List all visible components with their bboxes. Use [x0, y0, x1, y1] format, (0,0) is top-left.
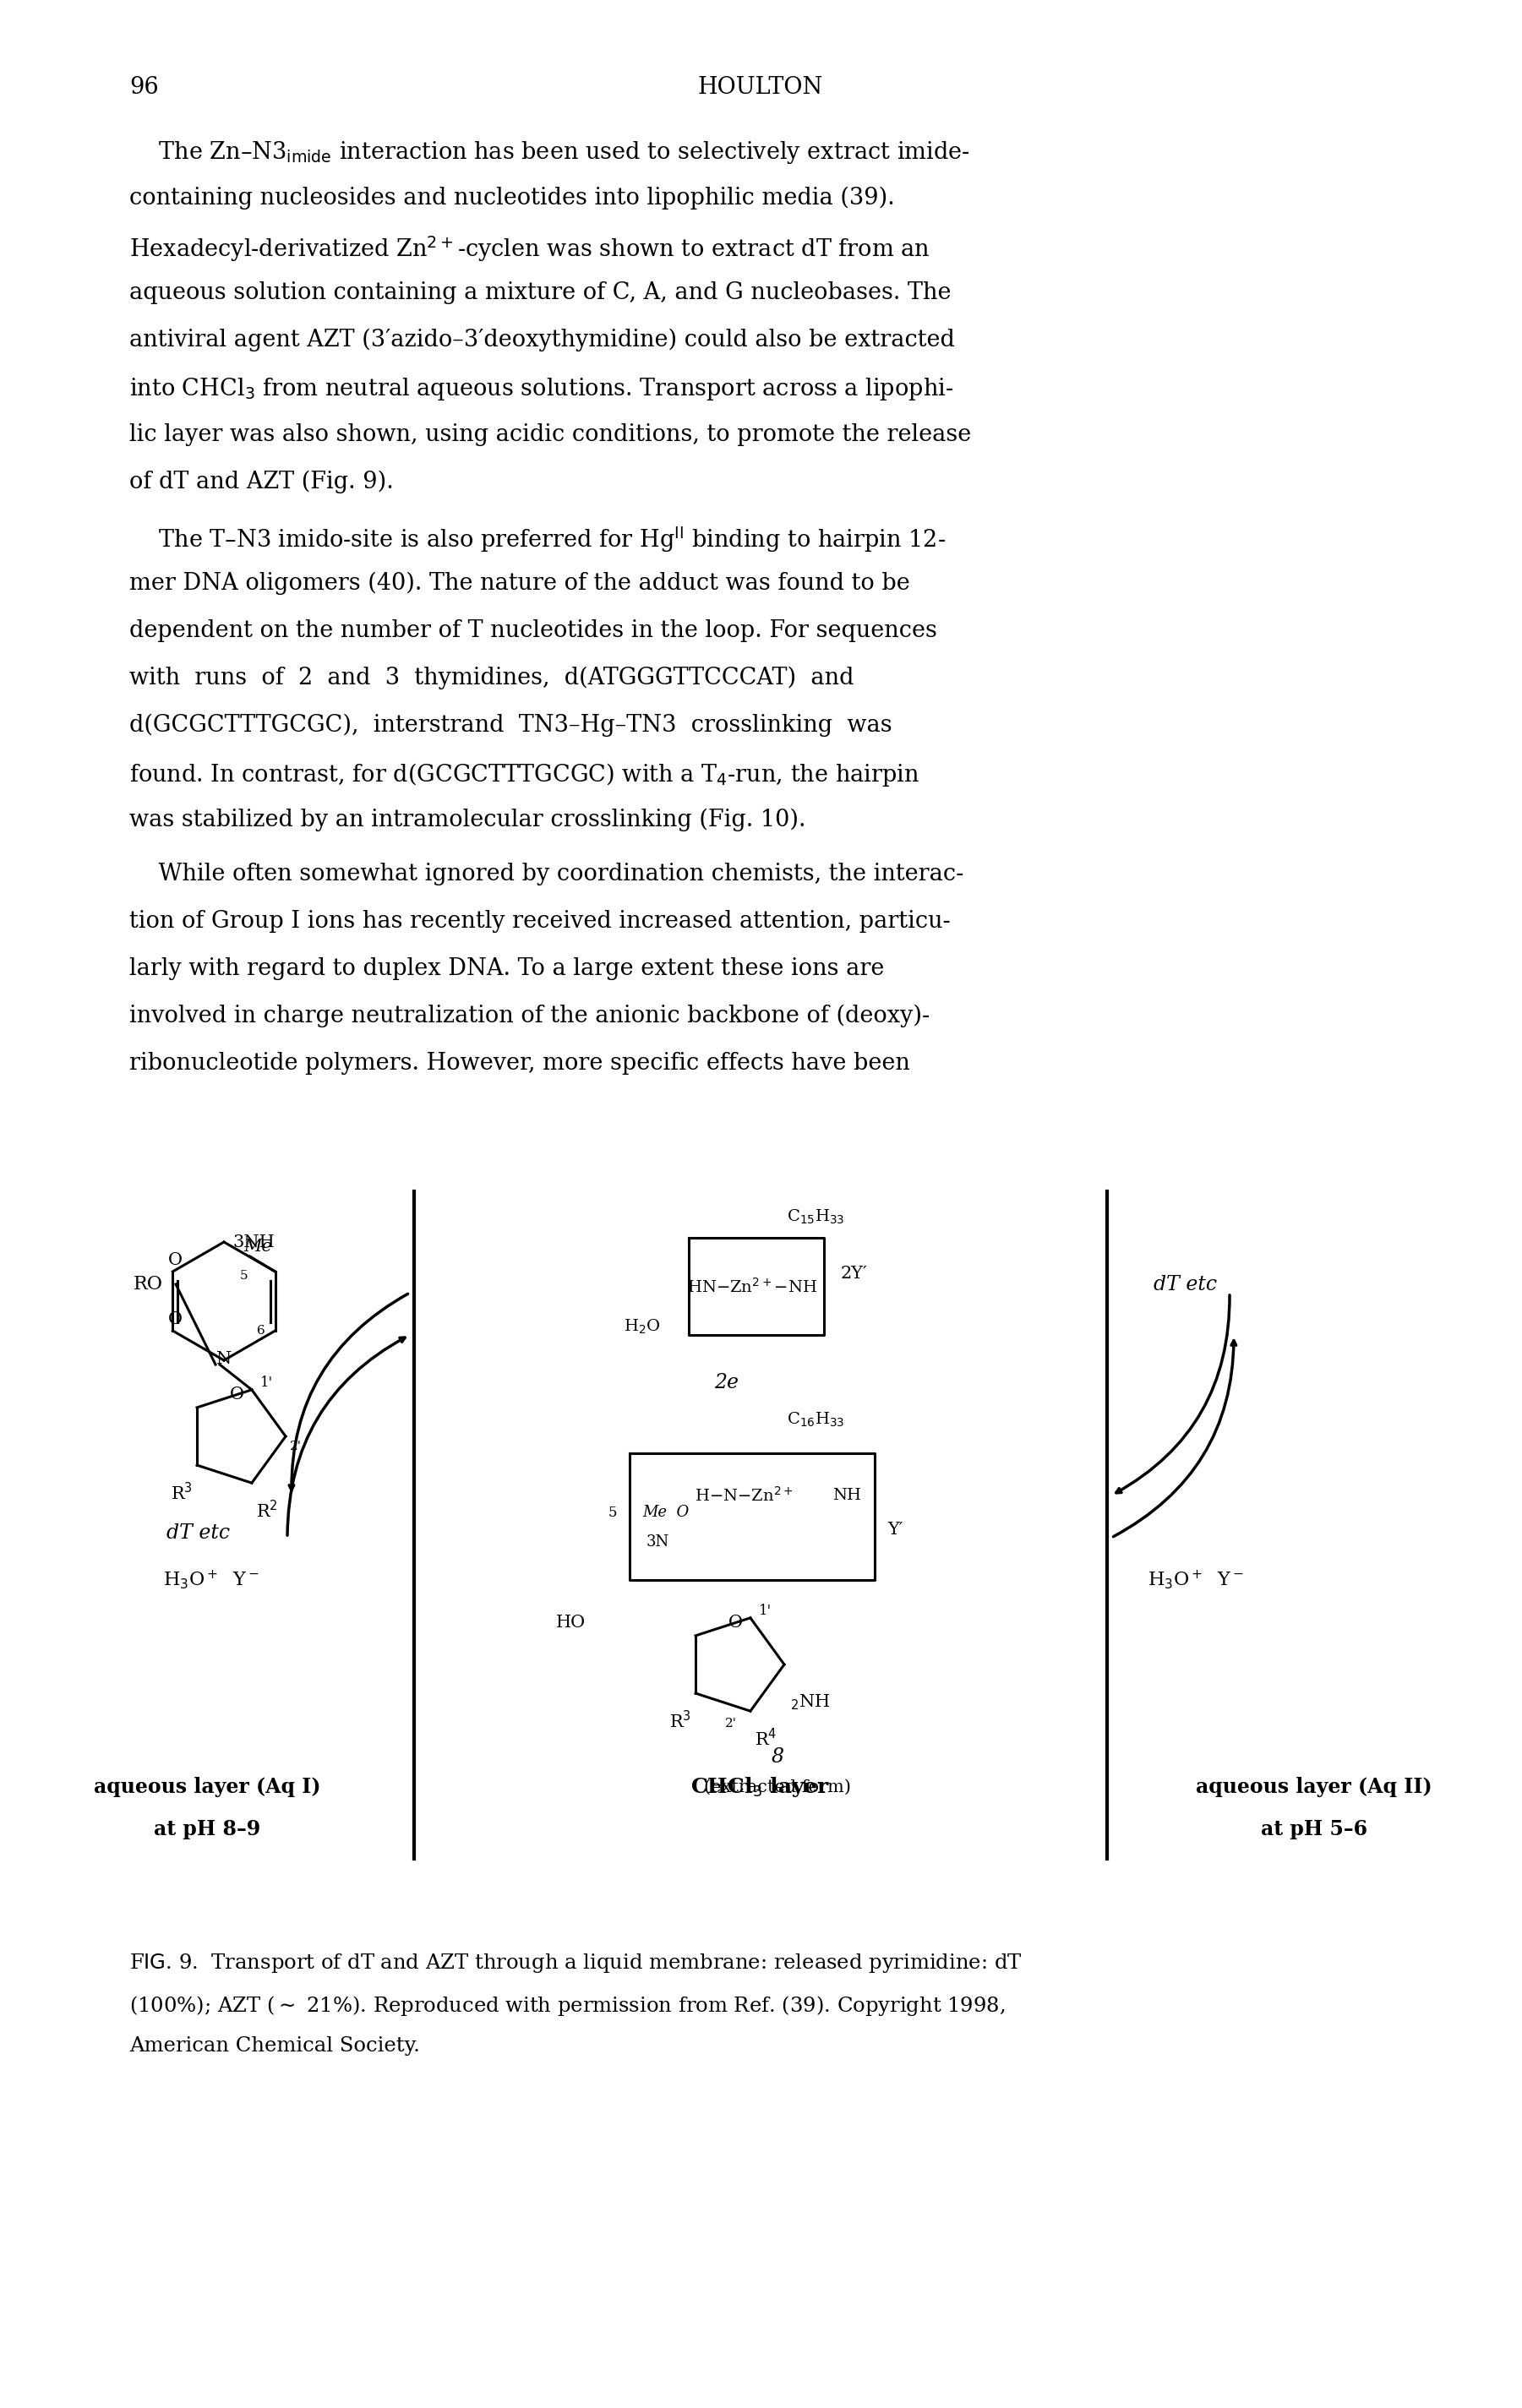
- Text: aqueous solution containing a mixture of C, A, and G nucleobases. The: aqueous solution containing a mixture of…: [129, 282, 951, 303]
- Text: into CHCl$_3$ from neutral aqueous solutions. Transport across a lipophi-: into CHCl$_3$ from neutral aqueous solut…: [129, 376, 953, 402]
- Text: The T–N3 imido-site is also preferred for Hg$^{\rm II}$ binding to hairpin 12-: The T–N3 imido-site is also preferred fo…: [129, 525, 945, 554]
- Text: H$_3$O$^+$  Y$^-$: H$_3$O$^+$ Y$^-$: [1148, 1568, 1243, 1592]
- Text: O: O: [230, 1387, 244, 1401]
- Text: 2Y′: 2Y′: [840, 1267, 868, 1281]
- Text: The Zn–N3$_{\rm imide}$ interaction has been used to selectively extract imide-: The Zn–N3$_{\rm imide}$ interaction has …: [129, 140, 970, 166]
- Text: 8: 8: [772, 1748, 784, 1767]
- Text: lic layer was also shown, using acidic conditions, to promote the release: lic layer was also shown, using acidic c…: [129, 424, 971, 445]
- Text: C$_{16}$H$_{33}$: C$_{16}$H$_{33}$: [787, 1411, 845, 1428]
- Text: Me: Me: [244, 1238, 272, 1255]
- Text: mer DNA oligomers (40). The nature of the adduct was found to be: mer DNA oligomers (40). The nature of th…: [129, 573, 910, 595]
- Text: C$_{15}$H$_{33}$: C$_{15}$H$_{33}$: [787, 1209, 845, 1226]
- Text: 2': 2': [289, 1440, 301, 1452]
- Text: O: O: [167, 1310, 183, 1327]
- Text: R$^4$: R$^4$: [755, 1729, 776, 1748]
- Text: 1': 1': [260, 1375, 272, 1389]
- Text: of dT and AZT (Fig. 9).: of dT and AZT (Fig. 9).: [129, 470, 394, 494]
- Text: 1': 1': [759, 1604, 772, 1618]
- Text: American Chemical Society.: American Chemical Society.: [129, 2037, 420, 2056]
- Text: HO: HO: [556, 1613, 586, 1630]
- Text: larly with regard to duplex DNA. To a large extent these ions are: larly with regard to duplex DNA. To a la…: [129, 958, 884, 980]
- Text: (extracted form): (extracted form): [705, 1780, 851, 1796]
- Text: dT etc: dT etc: [1154, 1274, 1218, 1293]
- Text: aqueous layer (Aq II): aqueous layer (Aq II): [1196, 1777, 1432, 1796]
- Text: at pH 8–9: at pH 8–9: [154, 1818, 260, 1840]
- Text: was stabilized by an intramolecular crosslinking (Fig. 10).: was stabilized by an intramolecular cros…: [129, 809, 805, 831]
- Text: 6: 6: [257, 1324, 265, 1336]
- Text: ribonucleotide polymers. However, more specific effects have been: ribonucleotide polymers. However, more s…: [129, 1052, 910, 1074]
- Text: O: O: [167, 1252, 183, 1267]
- Text: 2': 2': [724, 1717, 737, 1729]
- Text: at pH 5–6: at pH 5–6: [1260, 1818, 1367, 1840]
- Text: H$_3$O$^+$  Y$^-$: H$_3$O$^+$ Y$^-$: [163, 1568, 259, 1592]
- Text: F$\mathrm{IG}$. 9.  Transport of dT and AZT through a liquid membrane: released : F$\mathrm{IG}$. 9. Transport of dT and A…: [129, 1953, 1023, 1975]
- Text: 2e: 2e: [714, 1373, 740, 1392]
- Text: 3NH: 3NH: [233, 1233, 274, 1250]
- Text: Me  O: Me O: [642, 1505, 689, 1519]
- Text: O: O: [728, 1613, 743, 1630]
- Text: aqueous layer (Aq I): aqueous layer (Aq I): [93, 1777, 321, 1796]
- Text: R$^2$: R$^2$: [256, 1500, 279, 1522]
- Text: 96: 96: [129, 77, 158, 99]
- Text: NH: NH: [833, 1488, 861, 1503]
- Text: involved in charge neutralization of the anionic backbone of (deoxy)-: involved in charge neutralization of the…: [129, 1004, 930, 1028]
- Text: (100%); AZT ($\sim$ 21%). Reproduced with permission from Ref. (39). Copyright 1: (100%); AZT ($\sim$ 21%). Reproduced wit…: [129, 1994, 1005, 2018]
- Text: dependent on the number of T nucleotides in the loop. For sequences: dependent on the number of T nucleotides…: [129, 619, 938, 643]
- Text: HN$-$Zn$^{2+}$$-$NH: HN$-$Zn$^{2+}$$-$NH: [686, 1276, 817, 1296]
- Text: Y′: Y′: [887, 1522, 903, 1536]
- Text: 3N: 3N: [647, 1534, 670, 1551]
- Text: Hexadecyl-derivatized Zn$^{2+}$-cyclen was shown to extract dT from an: Hexadecyl-derivatized Zn$^{2+}$-cyclen w…: [129, 234, 930, 262]
- Text: with  runs  of  2  and  3  thymidines,  d(ATGGGTTCCCAT)  and: with runs of 2 and 3 thymidines, d(ATGGG…: [129, 667, 854, 689]
- Text: H$-$N$-$Zn$^{2+}$: H$-$N$-$Zn$^{2+}$: [694, 1486, 793, 1505]
- Text: 5: 5: [240, 1269, 248, 1281]
- Text: CHCl$_3$ layer: CHCl$_3$ layer: [691, 1775, 831, 1799]
- Text: d(GCGCTTTGCGC),  interstrand  TN3–Hg–TN3  crosslinking  was: d(GCGCTTTGCGC), interstrand TN3–Hg–TN3 c…: [129, 713, 892, 737]
- Text: H$_2$O: H$_2$O: [624, 1317, 661, 1336]
- Text: N: N: [216, 1351, 231, 1368]
- Text: containing nucleosides and nucleotides into lipophilic media (39).: containing nucleosides and nucleotides i…: [129, 188, 895, 209]
- Text: RO: RO: [134, 1274, 163, 1293]
- Text: found. In contrast, for d(GCGCTTTGCGC) with a T$_4$-run, the hairpin: found. In contrast, for d(GCGCTTTGCGC) w…: [129, 761, 919, 787]
- Text: antiviral agent AZT (3′azido–3′deoxythymidine) could also be extracted: antiviral agent AZT (3′azido–3′deoxythym…: [129, 327, 954, 352]
- Text: $_2$NH: $_2$NH: [790, 1693, 829, 1712]
- Text: While often somewhat ignored by coordination chemists, the interac-: While often somewhat ignored by coordina…: [129, 862, 963, 886]
- Text: dT etc: dT etc: [167, 1524, 230, 1544]
- Text: R$^3$: R$^3$: [670, 1710, 691, 1731]
- Text: 5: 5: [609, 1505, 616, 1519]
- Text: R$^3$: R$^3$: [170, 1481, 193, 1503]
- Text: tion of Group I ions has recently received increased attention, particu-: tion of Group I ions has recently receiv…: [129, 910, 951, 932]
- Text: HOULTON: HOULTON: [699, 77, 823, 99]
